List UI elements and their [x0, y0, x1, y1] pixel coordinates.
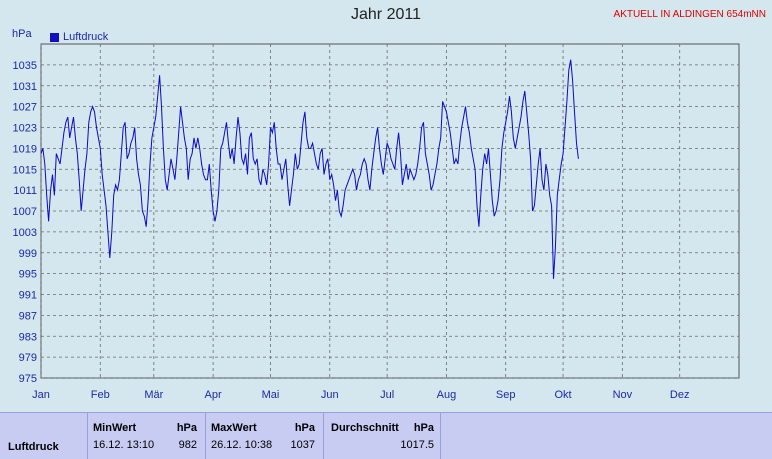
station-label: AKTUELL IN ALDINGEN 654mNN — [613, 9, 766, 20]
x-tick-label: Apr — [205, 389, 222, 401]
y-tick-label: 987 — [19, 310, 37, 322]
x-tick-label: Sep — [496, 389, 516, 401]
x-tick-label: Okt — [555, 389, 572, 401]
min-value: 982 — [178, 439, 197, 451]
y-tick-label: 1023 — [13, 123, 37, 135]
x-axis-ticks: Jan Feb Mär Apr Mai Jun Jul Aug Sep Okt Nov Dez — [32, 389, 689, 401]
chart-title: Jahr 2011 — [351, 6, 421, 23]
y-tick-label: 1019 — [13, 143, 37, 155]
stats-avg-cell: Durchschnitt hPa 1017.5 — [323, 413, 441, 459]
max-value: 1037 — [290, 439, 315, 451]
avg-value: 1017.5 — [400, 439, 434, 451]
x-tick-label: Jan — [32, 389, 50, 401]
y-tick-label: 1031 — [13, 81, 37, 93]
y-tick-label: 979 — [19, 352, 37, 364]
pressure-chart: 975 979 983 987 991 995 999 1003 1007 1011 1015 101… — [13, 43, 740, 401]
y-tick-label: 983 — [19, 331, 37, 343]
min-time: 16.12. 13:10 — [93, 439, 155, 451]
stats-max-cell: MaxWert hPa 26.12. 10:38 1037 — [205, 413, 324, 459]
y-tick-label: 1027 — [13, 102, 37, 114]
avg-header: Durchschnitt — [331, 422, 399, 434]
legend-label: Luftdruck — [63, 31, 109, 43]
max-time: 26.12. 10:38 — [211, 439, 273, 451]
min-unit: hPa — [176, 422, 197, 434]
x-tick-label: Mär — [144, 389, 163, 401]
y-tick-label: 1003 — [13, 227, 37, 239]
y-tick-label: 1035 — [13, 60, 37, 72]
legend: Luftdruck — [50, 31, 108, 43]
max-header: MaxWert — [211, 422, 257, 434]
avg-unit: hPa — [413, 422, 434, 434]
stats-label-cell: Luftdruck — [0, 413, 88, 459]
y-unit-label: hPa — [12, 28, 32, 40]
stats-min-cell: MinWert hPa 16.12. 13:10 982 — [87, 413, 206, 459]
y-tick-label: 991 — [19, 290, 37, 302]
x-tick-label: Aug — [437, 389, 457, 401]
x-tick-label: Mai — [262, 389, 280, 401]
grid-lines — [40, 44, 739, 379]
x-tick-label: Feb — [91, 389, 110, 401]
x-tick-label: Jun — [321, 389, 339, 401]
y-tick-label: 975 — [19, 373, 37, 385]
y-tick-label: 999 — [19, 248, 37, 260]
y-axis-ticks: 975 979 983 987 991 995 999 1003 1007 1011 1015 101… — [13, 60, 37, 385]
y-tick-label: 1015 — [13, 164, 37, 176]
legend-swatch — [50, 32, 59, 42]
min-header: MinWert — [93, 422, 137, 434]
y-tick-label: 1007 — [13, 206, 37, 218]
max-unit: hPa — [294, 422, 315, 434]
x-tick-label: Dez — [670, 389, 690, 401]
series-line-luftdruck — [40, 59, 579, 279]
x-tick-label: Jul — [380, 389, 394, 401]
stats-row-label: Luftdruck — [8, 441, 59, 453]
y-tick-label: 995 — [19, 269, 37, 281]
stats-table: Luftdruck MinWert hPa 16.12. 13:10 982 M… — [0, 412, 772, 459]
x-tick-label: Nov — [613, 389, 633, 401]
y-tick-label: 1011 — [13, 185, 37, 197]
